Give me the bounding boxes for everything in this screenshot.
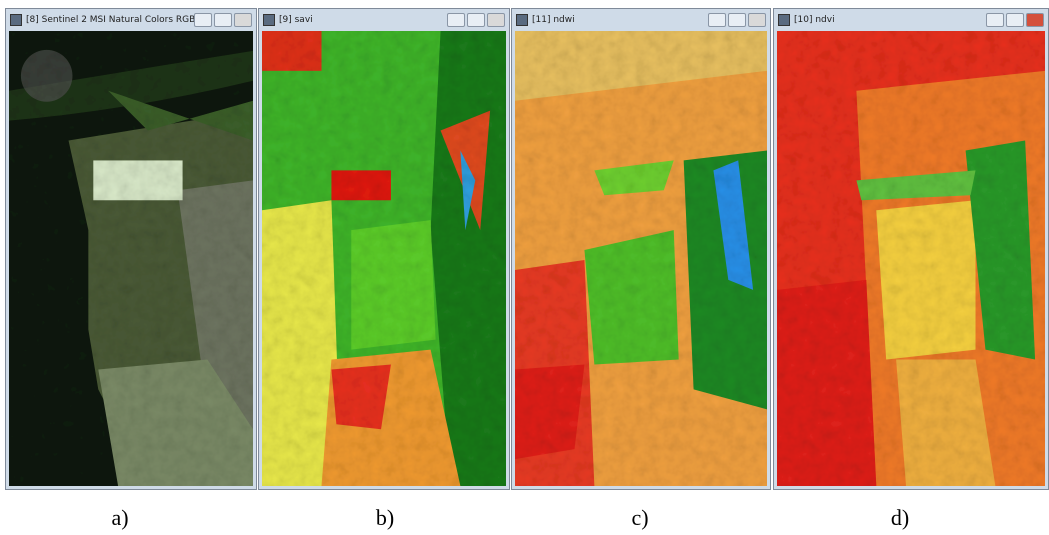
maximize[interactable] — [1006, 13, 1024, 27]
caption: a) — [111, 505, 129, 530]
title-bar: [10] ndvi — [774, 9, 1048, 31]
window[interactable]: [9] savi — [258, 8, 510, 490]
title-bar: [9] savi — [259, 9, 509, 31]
image — [262, 31, 506, 486]
minimize[interactable] — [447, 13, 465, 27]
window[interactable]: [10] ndvi — [773, 8, 1049, 490]
icon — [10, 14, 22, 26]
close[interactable] — [487, 13, 505, 27]
caption: d) — [890, 505, 910, 530]
window-title: [10] ndvi — [794, 15, 835, 25]
window[interactable]: [8] Sentinel 2 MSI Natural Colors RGB — [5, 8, 257, 490]
image — [9, 31, 253, 486]
image — [777, 31, 1045, 486]
title-bar: [11] ndwi — [512, 9, 770, 31]
minimize[interactable] — [194, 13, 212, 27]
close[interactable] — [1026, 13, 1044, 27]
maximize[interactable] — [728, 13, 746, 27]
minimize[interactable] — [708, 13, 726, 27]
window[interactable]: [11] ndwi — [511, 8, 771, 490]
window-buttons — [194, 13, 252, 27]
icon — [778, 14, 790, 26]
close[interactable] — [748, 13, 766, 27]
window-title: [11] ndwi — [532, 15, 575, 25]
maximize[interactable] — [214, 13, 232, 27]
window-buttons — [447, 13, 505, 27]
window-title: [8] Sentinel 2 MSI Natural Colors RGB — [26, 15, 196, 25]
rgb-image — [9, 31, 253, 486]
window-title: [9] savi — [279, 15, 313, 25]
window-buttons — [708, 13, 766, 27]
caption: b) — [375, 505, 395, 530]
icon — [263, 14, 275, 26]
image — [515, 31, 767, 486]
savi-image — [262, 31, 506, 486]
title-bar: [8] Sentinel 2 MSI Natural Colors RGB — [6, 9, 256, 31]
window-buttons — [986, 13, 1044, 27]
icon — [516, 14, 528, 26]
caption: c) — [631, 505, 649, 530]
close[interactable] — [234, 13, 252, 27]
ndvi-image — [777, 31, 1045, 486]
maximize[interactable] — [467, 13, 485, 27]
minimize[interactable] — [986, 13, 1004, 27]
ndwi-image — [515, 31, 767, 486]
